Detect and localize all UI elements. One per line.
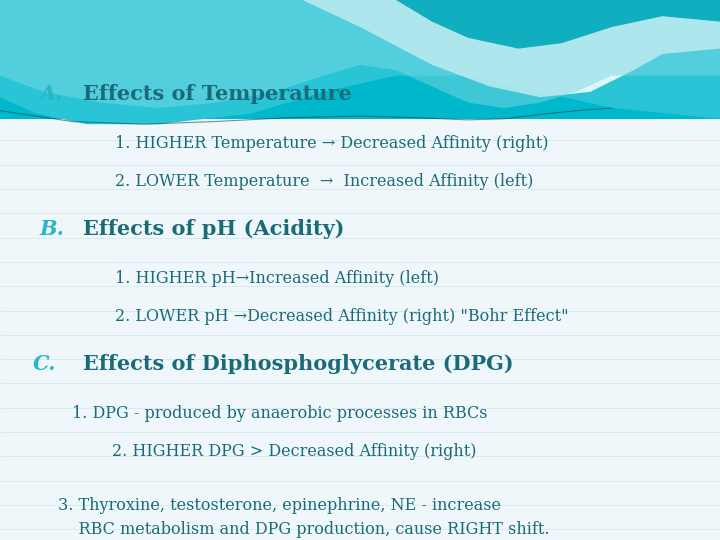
Text: 1. DPG - produced by anaerobic processes in RBCs: 1. DPG - produced by anaerobic processes… xyxy=(72,405,487,422)
Polygon shape xyxy=(0,0,720,124)
Text: 1. HIGHER pH→Increased Affinity (left): 1. HIGHER pH→Increased Affinity (left) xyxy=(115,270,439,287)
Polygon shape xyxy=(0,0,720,119)
Text: C.: C. xyxy=(32,354,56,374)
Text: Effects of Diphosphoglycerate (DPG): Effects of Diphosphoglycerate (DPG) xyxy=(83,354,513,374)
Text: 2. LOWER pH →Decreased Affinity (right) "Bohr Effect": 2. LOWER pH →Decreased Affinity (right) … xyxy=(115,308,569,325)
Text: 3. Thyroxine, testosterone, epinephrine, NE - increase
    RBC metabolism and DP: 3. Thyroxine, testosterone, epinephrine,… xyxy=(58,497,549,538)
Text: B.: B. xyxy=(40,219,65,239)
Polygon shape xyxy=(396,0,720,49)
Text: Effects of Temperature: Effects of Temperature xyxy=(83,84,351,104)
Text: Effects of pH (Acidity): Effects of pH (Acidity) xyxy=(83,219,344,239)
Text: 2. LOWER Temperature  →  Increased Affinity (left): 2. LOWER Temperature → Increased Affinit… xyxy=(115,173,534,190)
Text: 1. HIGHER Temperature → Decreased Affinity (right): 1. HIGHER Temperature → Decreased Affini… xyxy=(115,135,549,152)
Polygon shape xyxy=(0,0,720,108)
Polygon shape xyxy=(302,0,720,97)
Text: A.: A. xyxy=(40,84,63,104)
Text: 2. HIGHER DPG > Decreased Affinity (right): 2. HIGHER DPG > Decreased Affinity (righ… xyxy=(112,443,476,460)
